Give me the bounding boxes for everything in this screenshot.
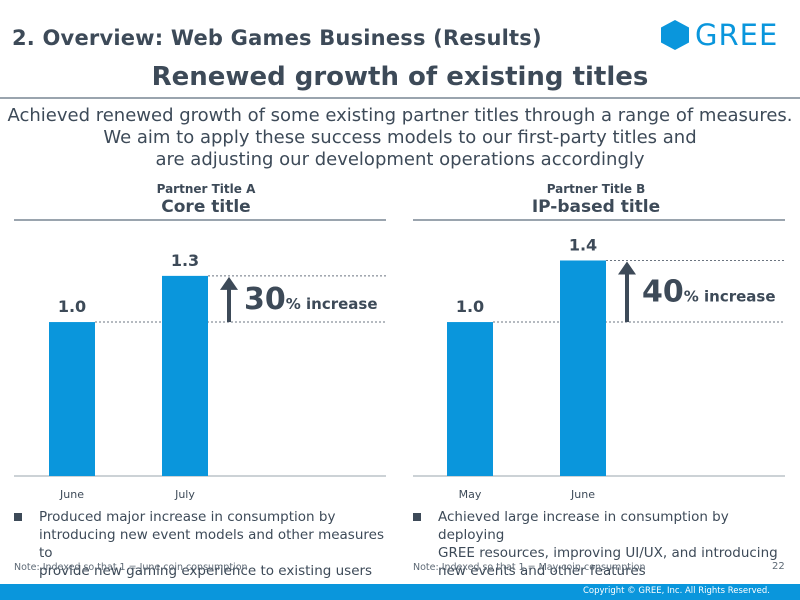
title-divider bbox=[0, 97, 800, 99]
chart-b-value-label: 1.4 bbox=[569, 235, 597, 254]
chart-b-increase-text: % increase bbox=[684, 287, 776, 305]
section-title: 2. Overview: Web Games Business (Results… bbox=[12, 26, 542, 50]
chart-a-subtitle: Partner Title A bbox=[156, 182, 256, 196]
chart-a-increase-number: 30 bbox=[244, 282, 286, 317]
chart-b-title-rule bbox=[413, 219, 785, 221]
chart-a-arrow-head-icon bbox=[220, 276, 238, 290]
chart-a-bar-june bbox=[49, 322, 95, 476]
chart-a-value-label: 1.0 bbox=[58, 297, 86, 316]
chart-b-subtitle: Partner Title B bbox=[546, 182, 646, 196]
chart-b-arrow-head-icon bbox=[618, 261, 636, 275]
bullet-line: new events and other features bbox=[438, 563, 646, 579]
page-title: Renewed growth of existing titles bbox=[151, 62, 649, 92]
summary-text: Achieved renewed growth of some existing… bbox=[0, 105, 800, 171]
chart-a-note: Note: Indexed so that 1 = June coin cons… bbox=[14, 562, 248, 573]
chart-b-value-label: 1.0 bbox=[456, 297, 484, 316]
bullet-text: Achieved large increase in consumption b… bbox=[438, 508, 793, 580]
logo-text: GREE bbox=[695, 18, 779, 52]
chart-b-title: IP-based title bbox=[531, 197, 661, 217]
chart-a-tick-label: July bbox=[174, 488, 195, 501]
chart-a-title-rule bbox=[14, 219, 386, 221]
bullet-line: Achieved large increase in consumption b… bbox=[438, 509, 729, 543]
summary-line: Achieved renewed growth of some existing… bbox=[7, 105, 793, 126]
bullet-square-icon bbox=[14, 513, 22, 521]
copyright: Copyright © GREE, Inc. All Rights Reserv… bbox=[582, 586, 770, 596]
chart-a-value-label: 1.3 bbox=[171, 251, 199, 270]
chart-a-title: Core title bbox=[161, 197, 251, 217]
summary-line: We aim to apply these success models to … bbox=[103, 127, 697, 148]
chart-a-increase-annotation: 30% increase bbox=[244, 282, 378, 317]
chart-b-note: Note: Indexed so that 1 = May coin consu… bbox=[413, 562, 646, 573]
summary-line: are adjusting our development operations… bbox=[155, 149, 645, 170]
chart-b-increase-number: 40 bbox=[642, 274, 684, 309]
bullet-line: GREE resources, improving UI/UX, and int… bbox=[438, 545, 778, 561]
chart-b-bar-june bbox=[560, 260, 606, 476]
gree-logo: GREE bbox=[660, 18, 778, 52]
chart-b-tick-label: June bbox=[570, 488, 595, 501]
page-number: 22 bbox=[772, 561, 785, 572]
chart-a-bar-july bbox=[162, 275, 208, 476]
footer-bar bbox=[0, 584, 800, 600]
chart-b-tick-label: May bbox=[459, 488, 482, 501]
gree-hexagon-icon bbox=[661, 20, 689, 50]
bullet-line: Produced major increase in consumption b… bbox=[39, 509, 336, 525]
bullet-text: Produced major increase in consumption b… bbox=[39, 508, 394, 580]
chart-a-increase-text: % increase bbox=[286, 295, 378, 313]
bullet-line: introducing new event models and other m… bbox=[39, 527, 384, 561]
chart-b-bar-may bbox=[447, 322, 493, 476]
bullet-line: provide new gaming experience to existin… bbox=[39, 563, 373, 579]
bullet-square-icon bbox=[413, 513, 421, 521]
chart-a-tick-label: June bbox=[59, 488, 84, 501]
chart-b-increase-annotation: 40% increase bbox=[642, 274, 776, 309]
